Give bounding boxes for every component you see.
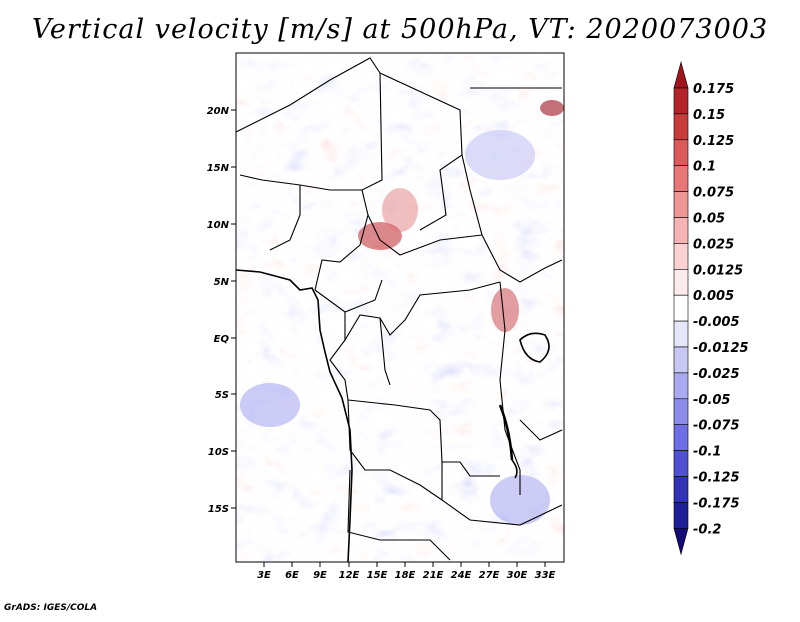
lon-label: 21E [423,570,444,581]
colorbar-cell [673,268,689,296]
colorbar-label: 0.1 [693,160,716,175]
colorbar-label: 0.125 [693,134,734,149]
lat-label: 20N [207,106,230,117]
colorbar-cell [673,60,689,89]
colorbar-cell [673,87,689,115]
lat-label: 15S [208,504,229,515]
colorbar-cell [673,424,689,451]
lat-label: EQ [214,334,230,345]
colorbar-cell [673,502,689,529]
colorbar-cell [673,346,689,374]
colorbar-label: 0.005 [693,289,734,304]
colorbar-cell [673,243,689,270]
colorbar-cell [673,217,689,244]
colorbar: 0.175 0.15 0.125 0.1 0.075 0.05 0.025 0.0125 0.0… [673,60,749,556]
lon-label: 30E [507,570,528,581]
lat-label: 5S [215,390,229,401]
colorbar-label: -0.0125 [693,341,749,356]
colorbar-cell [673,139,689,167]
coastline [236,269,550,562]
colorbar-label: 0.05 [693,212,725,227]
lat-label: 5N [214,277,230,288]
colorbar-label: -0.005 [693,315,740,330]
lon-label: 33E [535,570,556,581]
colorbar-label: 0.0125 [693,263,743,278]
vertical-velocity-field [236,53,564,562]
map-frame [235,52,565,563]
colorbar-label: -0.075 [693,419,740,434]
colorbar-cell [673,527,689,556]
lat-label: 15N [207,163,230,174]
colorbar-cell [673,165,689,192]
colorbar-label: -0.125 [693,471,740,486]
colorbar-cell [673,113,689,141]
lon-label: 27E [479,570,500,581]
colorbar-cell [673,450,689,477]
colorbar-cell [673,294,689,322]
colorbar-label: -0.025 [693,367,740,382]
lat-label: 10N [207,220,230,231]
lon-label: 18E [395,570,416,581]
colorbar-label: -0.175 [693,496,740,511]
colorbar-label: -0.05 [693,393,730,408]
lon-label: 24E [451,570,472,581]
colorbar-cell [673,476,689,503]
colorbar-label: 0.175 [693,82,734,97]
colorbar-label: 0.075 [693,186,734,201]
colorbar-cell [673,372,689,400]
lon-label: 9E [313,570,327,581]
colorbar-label: -0.1 [693,445,721,460]
colorbar-cell [673,191,689,218]
lon-label: 6E [285,570,299,581]
colorbar-cell [673,398,689,425]
lon-label: 15E [367,570,388,581]
grads-credit: GrADS: IGES/COLA [4,603,98,613]
longitude-axis: 3E 6E 9E 12E 15E 18E 21E 24E 27E 30E 33E [257,562,556,581]
lat-label: 10S [208,447,229,458]
latitude-axis: 20N 15N 10N 5N EQ 5S 10S 15S [207,106,236,515]
colorbar-cell [673,320,689,348]
colorbar-label: 0.15 [693,108,725,123]
country-borders [236,57,563,561]
lon-label: 12E [339,570,360,581]
colorbar-label: -0.2 [693,522,721,537]
chart-title: Vertical velocity [m/s] at 500hPa, VT: 2… [31,14,769,45]
colorbar-label: 0.025 [693,237,734,252]
lon-label: 3E [257,570,271,581]
